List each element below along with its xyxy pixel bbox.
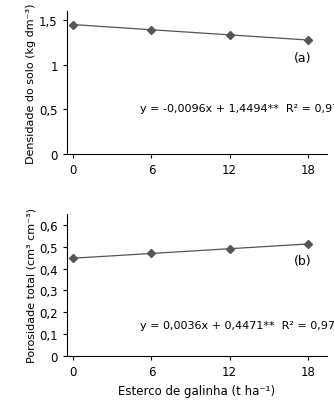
Y-axis label: Porosidade total (cm³ cm⁻³): Porosidade total (cm³ cm⁻³) <box>26 208 36 362</box>
Y-axis label: Densidade do solo (kg dm⁻³): Densidade do solo (kg dm⁻³) <box>26 3 36 163</box>
Text: y = 0,0036x + 0,4471**  R² = 0,97: y = 0,0036x + 0,4471** R² = 0,97 <box>140 320 334 330</box>
X-axis label: Esterco de galinha (t ha⁻¹): Esterco de galinha (t ha⁻¹) <box>119 384 276 397</box>
Text: (a): (a) <box>294 52 311 65</box>
Text: y = -0,0096x + 1,4494**  R² = 0,97: y = -0,0096x + 1,4494** R² = 0,97 <box>140 104 334 114</box>
Text: (b): (b) <box>294 254 311 267</box>
